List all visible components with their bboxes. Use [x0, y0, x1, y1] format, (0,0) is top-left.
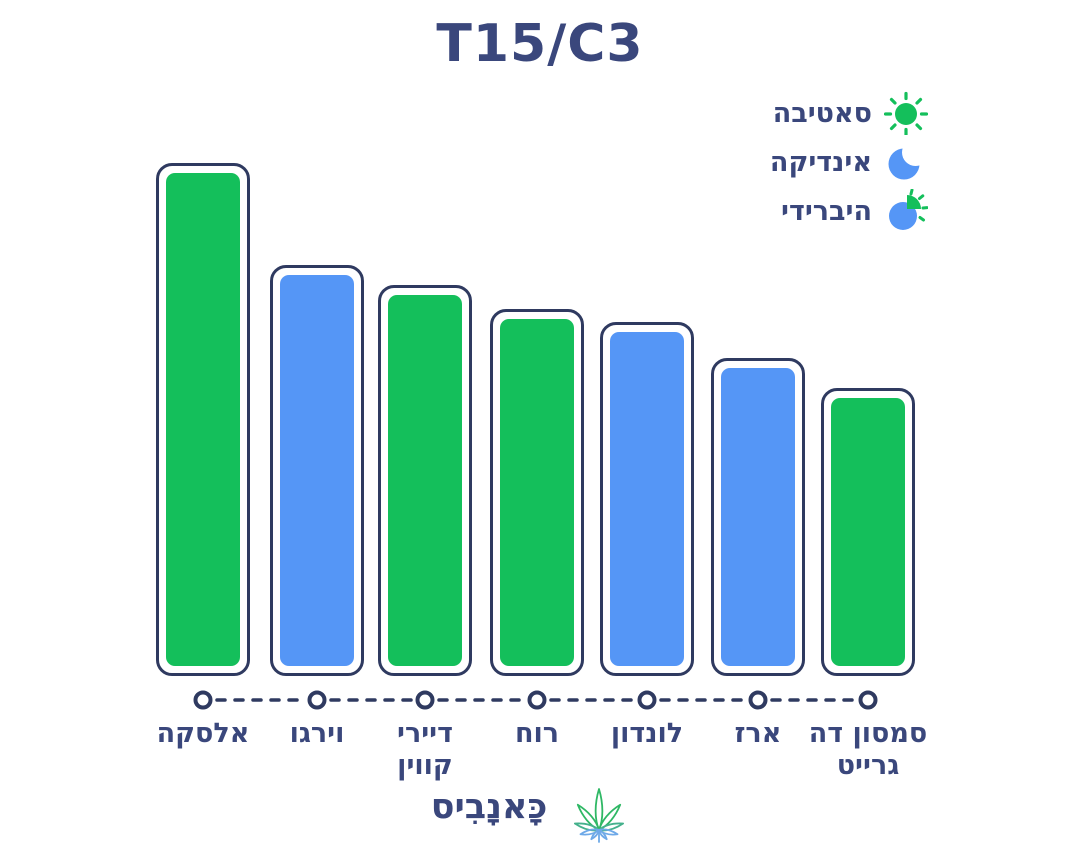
sun-icon: [883, 91, 929, 137]
bar-2: [270, 265, 364, 676]
legend-item-indica: אינדיקה: [769, 139, 929, 185]
bar-fill: [721, 368, 795, 666]
page-title: T15/C3: [436, 14, 644, 74]
bar-label-1: אלסקה: [156, 718, 250, 749]
bar-label-4: רוח: [514, 718, 560, 749]
x-axis: [193, 690, 878, 710]
axis-marker-circle: [637, 690, 657, 710]
sun-moon-icon: [884, 188, 929, 233]
legend-item-hybrid: היברידי: [781, 188, 929, 234]
bar-7: [821, 388, 915, 676]
legend: סאטיבה אינדיקה: [769, 90, 929, 234]
bar-3: [378, 285, 472, 676]
legend-label-indica: אינדיקה: [769, 146, 872, 178]
bar-fill: [280, 275, 354, 666]
bar-4: [490, 309, 584, 676]
axis-marker-circle: [307, 690, 327, 710]
axis-marker-circle: [527, 690, 547, 710]
bar-fill: [831, 398, 905, 666]
axis-marker-circle: [415, 690, 435, 710]
bar-fill: [500, 319, 574, 666]
bar-fill: [166, 173, 240, 666]
axis-marker-circle: [858, 690, 878, 710]
legend-item-sativa: סאטיבה: [772, 90, 929, 137]
bar-6: [711, 358, 805, 676]
bar-5: [600, 322, 694, 676]
legend-label-hybrid: היברידי: [781, 195, 872, 227]
bar-label-5: לונדון: [610, 718, 684, 749]
bar-label-6: ארז: [734, 718, 782, 749]
bar-label-2: וירגו: [289, 718, 345, 749]
cannabis-leaf-icon: [549, 768, 649, 848]
legend-label-sativa: סאטיבה: [772, 97, 872, 129]
moon-icon: [884, 139, 929, 184]
bar-label-7: סמסון דה גרייט: [808, 718, 928, 781]
brand-footer: כָּאנָבִיס: [0, 768, 1080, 848]
bar-1: [156, 163, 250, 676]
bar-label-3: דיירי קווין: [397, 718, 453, 781]
axis-marker-circle: [193, 690, 213, 710]
bar-fill: [610, 332, 684, 666]
axis-marker-circle: [748, 690, 768, 710]
bar-fill: [388, 295, 462, 666]
brand-wordmark: כָּאנָבִיס: [430, 787, 548, 827]
